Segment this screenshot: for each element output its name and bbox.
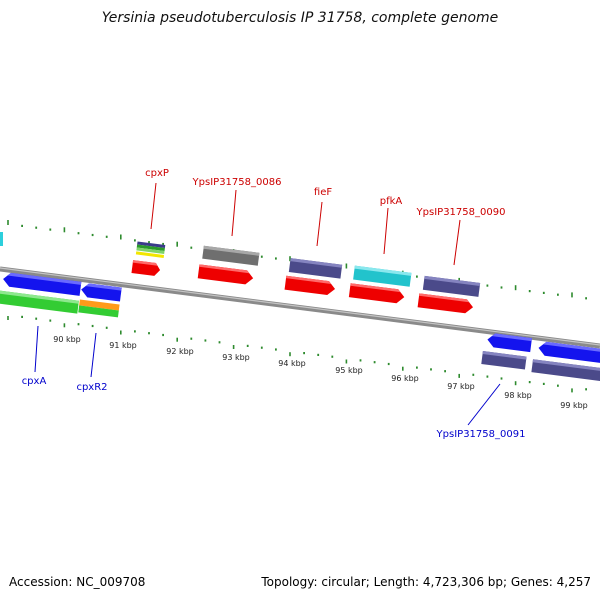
gene-label-YpsIP31758_0086: YpsIP31758_0086	[192, 177, 282, 188]
lower-tick-row	[7, 315, 587, 393]
gene-label-cpxP: cpxP	[145, 168, 169, 179]
edge-feature-left	[0, 232, 3, 246]
gene-label-pfkA: pfkA	[380, 196, 403, 207]
gene-fieF[interactable]	[284, 258, 343, 297]
label-leaders	[34, 182, 501, 426]
genome-backbone	[0, 266, 600, 349]
scale-label-94kbp: 94 kbp	[278, 359, 306, 368]
gene-label-cpxR2: cpxR2	[76, 382, 107, 393]
gene-label-YpsIP31758_0090: YpsIP31758_0090	[416, 207, 506, 218]
gene-YpsIP31758_0090[interactable]	[417, 275, 481, 314]
gene-YpsIP31758_0086[interactable]	[197, 245, 260, 285]
scale-label-92kbp: 92 kbp	[166, 347, 194, 356]
genome-title: Yersinia pseudotuberculosis IP 31758, co…	[101, 10, 499, 26]
gene-pfkA[interactable]	[348, 265, 412, 304]
scale-label-95kbp: 95 kbp	[335, 366, 363, 375]
scale-label-99kbp: 99 kbp	[560, 401, 588, 410]
gene-YpsIP31758_0091[interactable]	[481, 332, 532, 370]
scale-label-90kbp: 90 kbp	[53, 335, 81, 344]
gene-label-fieF: fieF	[314, 187, 332, 198]
scale-label-97kbp: 97 kbp	[447, 382, 475, 391]
gene-reverse-edge-right[interactable]	[531, 340, 600, 382]
scale-label-96kbp: 96 kbp	[391, 374, 419, 383]
accession-text: Accession: NC_009708	[9, 575, 146, 589]
gene-cpxR2[interactable]	[78, 283, 122, 318]
genome-summary-text: Topology: circular; Length: 4,723,306 bp…	[261, 575, 591, 589]
scale-label-91kbp: 91 kbp	[109, 341, 137, 350]
scale-label-93kbp: 93 kbp	[222, 353, 250, 362]
scale-label-98kbp: 98 kbp	[504, 391, 532, 400]
gene-cpxP[interactable]	[131, 241, 166, 277]
gene-cpxA[interactable]	[0, 272, 82, 314]
gene-label-YpsIP31758_0091: YpsIP31758_0091	[436, 429, 526, 440]
gene-label-cpxA: cpxA	[22, 376, 47, 387]
